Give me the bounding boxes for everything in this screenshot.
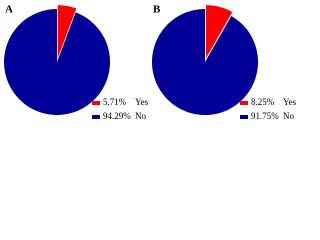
- pie-slice: [152, 9, 258, 115]
- panel-label: A: [5, 4, 13, 16]
- panel-label: B: [153, 4, 161, 16]
- page: {"chart_data": [ {"type": "pie", "title"…: [3, 3, 297, 122]
- legend-label: No: [135, 111, 146, 121]
- legend-swatch: [240, 115, 248, 119]
- legend-label: Yes: [283, 97, 297, 107]
- legend-value: 5.71%: [103, 97, 127, 107]
- pie-slice: [57, 5, 77, 59]
- pie-chart: B 8.25% Yes 91.75% No: [152, 4, 297, 121]
- pie-chart: A 5.71% Yes 94.29% No: [3, 4, 149, 121]
- legend-swatch: [92, 101, 100, 105]
- figure: A 5.71% Yes 94.29% No B 8.25% Yes 91.75% No: [3, 4, 297, 121]
- pie-slice: [3, 9, 111, 115]
- legend-value: 94.29%: [103, 111, 131, 121]
- legend-label: Yes: [135, 97, 149, 107]
- pie-slice: [206, 5, 233, 59]
- legend-label: No: [283, 111, 294, 121]
- legend-value: 8.25%: [251, 97, 275, 107]
- legend-swatch: [240, 101, 248, 105]
- legend-swatch: [92, 115, 100, 119]
- legend-value: 91.75%: [251, 111, 279, 121]
